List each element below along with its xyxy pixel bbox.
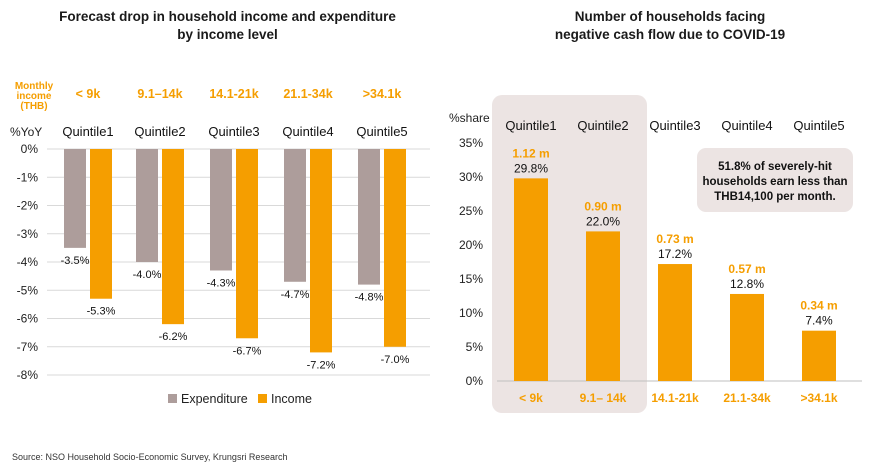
- left-category-label: Quintile4: [282, 124, 333, 139]
- right-y-tick-label: 15%: [459, 272, 483, 286]
- income-bar: [90, 149, 112, 299]
- expenditure-value-label: -3.5%: [61, 255, 90, 267]
- share-value-label: 7.4%: [805, 314, 833, 328]
- share-value-label: 17.2%: [658, 247, 692, 261]
- income-value-label: -5.3%: [87, 306, 116, 318]
- households-count-label: 1.12 m: [512, 146, 549, 160]
- households-bar: [514, 178, 548, 381]
- left-y-tick-label: -7%: [17, 340, 39, 354]
- monthly-income-label: Monthly: [15, 81, 54, 92]
- expenditure-value-label: -4.7%: [281, 289, 310, 301]
- left-y-tick-label: -5%: [17, 283, 39, 297]
- left-y-tick-label: -6%: [17, 312, 39, 326]
- right-category-label: Quintile5: [793, 118, 844, 133]
- left-income-level-label: 21.1-34k: [283, 87, 332, 101]
- households-count-label: 0.34 m: [800, 299, 837, 313]
- legend-label-income: Income: [271, 392, 312, 406]
- right-y-tick-label: 30%: [459, 170, 483, 184]
- right-y-tick-label: 5%: [466, 340, 484, 354]
- right-category-label: Quintile4: [721, 118, 772, 133]
- households-bar: [802, 330, 836, 381]
- left-category-label: Quintile1: [62, 124, 113, 139]
- right-title-line1: Number of households facing: [574, 9, 766, 24]
- expenditure-bar: [284, 149, 306, 282]
- expenditure-bar: [136, 149, 158, 262]
- right-y-tick-label: 35%: [459, 136, 483, 150]
- callout-text-line: THB14,100 per month.: [714, 191, 835, 203]
- right-title-line2: negative cash flow due to COVID-19: [554, 27, 786, 42]
- callout-box: [697, 148, 853, 212]
- left-y-tick-label: -1%: [17, 170, 39, 184]
- legend-swatch-expenditure: [168, 394, 177, 403]
- income-value-label: -6.2%: [159, 331, 188, 343]
- left-y-axis-label: %YoY: [10, 125, 42, 139]
- left-income-level-label: 14.1-21k: [209, 87, 258, 101]
- monthly-income-label: (THB): [20, 101, 47, 112]
- right-category-label: Quintile2: [577, 118, 628, 133]
- income-bar: [384, 149, 406, 347]
- right-y-tick-label: 0%: [466, 374, 484, 388]
- left-title-line2: by income level: [177, 27, 278, 42]
- right-income-level-label: 9.1– 14k: [580, 391, 627, 405]
- expenditure-value-label: -4.3%: [207, 277, 236, 289]
- left-chart-title: Forecast drop in household income and ex…: [20, 8, 435, 44]
- right-y-tick-label: 25%: [459, 204, 483, 218]
- legend-label-expenditure: Expenditure: [181, 392, 248, 406]
- right-category-label: Quintile3: [649, 118, 700, 133]
- households-bar: [586, 231, 620, 381]
- left-category-label: Quintile5: [356, 124, 407, 139]
- households-bar: [730, 293, 764, 381]
- left-income-level-label: < 9k: [76, 87, 101, 101]
- expenditure-value-label: -4.8%: [355, 292, 384, 304]
- monthly-income-label: income: [16, 91, 51, 102]
- income-value-label: -6.7%: [233, 345, 262, 357]
- left-income-level-label: 9.1–14k: [137, 87, 182, 101]
- callout-text-line: 51.8% of severely-hit: [718, 161, 832, 173]
- left-title-line1: Forecast drop in household income and ex…: [59, 9, 396, 24]
- right-y-axis-label: %share: [449, 111, 490, 125]
- left-income-level-label: >34.1k: [363, 87, 402, 101]
- legend-swatch-income: [258, 394, 267, 403]
- expenditure-bar: [210, 149, 232, 271]
- left-y-tick-label: -2%: [17, 199, 39, 213]
- income-value-label: -7.2%: [307, 359, 336, 371]
- income-bar: [236, 149, 258, 339]
- left-y-tick-label: 0%: [21, 142, 39, 156]
- left-y-tick-label: -4%: [17, 255, 39, 269]
- share-value-label: 22.0%: [586, 214, 620, 228]
- callout-text-line: households earn less than: [702, 176, 847, 188]
- income-bar: [310, 149, 332, 353]
- right-chart-title: Number of households facing negative cas…: [470, 8, 870, 44]
- left-y-tick-label: -8%: [17, 368, 39, 382]
- right-income-level-label: 21.1-34k: [723, 391, 771, 405]
- households-count-label: 0.73 m: [656, 232, 693, 246]
- share-value-label: 29.8%: [514, 161, 548, 175]
- income-bar: [162, 149, 184, 325]
- expenditure-value-label: -4.0%: [133, 269, 162, 281]
- share-value-label: 12.8%: [730, 277, 764, 291]
- households-bar: [658, 264, 692, 381]
- expenditure-bar: [64, 149, 86, 248]
- right-income-level-label: 14.1-21k: [651, 391, 699, 405]
- right-income-level-label: < 9k: [519, 391, 543, 405]
- right-y-tick-label: 20%: [459, 238, 483, 252]
- source-note: Source: NSO Household Socio-Economic Sur…: [12, 452, 288, 462]
- income-value-label: -7.0%: [381, 354, 410, 366]
- left-category-label: Quintile3: [208, 124, 259, 139]
- left-y-tick-label: -3%: [17, 227, 39, 241]
- households-count-label: 0.90 m: [584, 199, 621, 213]
- right-y-tick-label: 10%: [459, 306, 483, 320]
- right-category-label: Quintile1: [505, 118, 556, 133]
- households-count-label: 0.57 m: [728, 262, 765, 276]
- expenditure-bar: [358, 149, 380, 285]
- right-income-level-label: >34.1k: [800, 391, 837, 405]
- left-category-label: Quintile2: [134, 124, 185, 139]
